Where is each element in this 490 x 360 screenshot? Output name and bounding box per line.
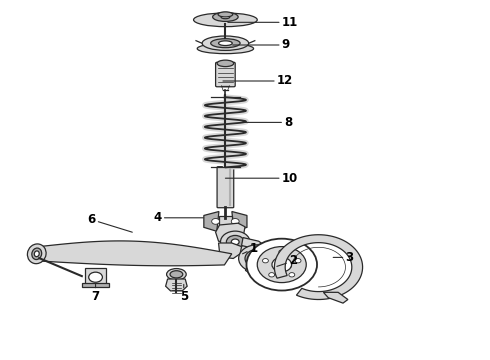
Bar bbox=[85, 268, 106, 285]
Text: 11: 11 bbox=[228, 16, 298, 29]
Polygon shape bbox=[204, 211, 219, 231]
Text: 7: 7 bbox=[92, 284, 99, 303]
Text: 6: 6 bbox=[87, 213, 132, 232]
Circle shape bbox=[263, 258, 269, 263]
Ellipse shape bbox=[219, 41, 232, 45]
Ellipse shape bbox=[221, 15, 230, 19]
Polygon shape bbox=[232, 211, 247, 231]
Ellipse shape bbox=[197, 44, 254, 54]
Circle shape bbox=[231, 219, 239, 224]
Circle shape bbox=[289, 273, 295, 277]
Polygon shape bbox=[242, 238, 266, 250]
Ellipse shape bbox=[211, 39, 240, 48]
Circle shape bbox=[257, 247, 306, 283]
Circle shape bbox=[251, 254, 263, 263]
Text: 3: 3 bbox=[333, 251, 354, 264]
Polygon shape bbox=[39, 241, 232, 266]
Circle shape bbox=[279, 250, 285, 254]
Bar bbox=[219, 216, 232, 226]
Ellipse shape bbox=[170, 271, 183, 278]
Circle shape bbox=[295, 258, 301, 263]
Circle shape bbox=[269, 273, 274, 277]
Ellipse shape bbox=[27, 244, 46, 264]
Text: 8: 8 bbox=[243, 116, 293, 129]
Circle shape bbox=[272, 257, 292, 272]
FancyBboxPatch shape bbox=[217, 167, 234, 208]
Ellipse shape bbox=[167, 269, 186, 280]
Ellipse shape bbox=[194, 13, 257, 27]
Circle shape bbox=[246, 239, 317, 291]
Text: 9: 9 bbox=[233, 39, 290, 51]
Circle shape bbox=[226, 235, 244, 248]
Circle shape bbox=[220, 231, 250, 253]
Circle shape bbox=[89, 272, 102, 282]
Ellipse shape bbox=[218, 12, 233, 17]
Text: 10: 10 bbox=[225, 172, 298, 185]
Polygon shape bbox=[219, 243, 242, 258]
Circle shape bbox=[231, 239, 239, 245]
Ellipse shape bbox=[202, 36, 249, 50]
Polygon shape bbox=[166, 279, 187, 291]
Ellipse shape bbox=[213, 12, 238, 22]
Bar bbox=[82, 283, 109, 287]
FancyBboxPatch shape bbox=[216, 62, 235, 87]
Ellipse shape bbox=[34, 251, 39, 257]
Text: 5: 5 bbox=[180, 284, 188, 303]
Circle shape bbox=[245, 249, 270, 267]
Polygon shape bbox=[216, 223, 245, 243]
Circle shape bbox=[239, 245, 276, 272]
Text: 12: 12 bbox=[223, 75, 293, 87]
Text: 1: 1 bbox=[243, 242, 258, 255]
Text: 4: 4 bbox=[153, 211, 203, 224]
Ellipse shape bbox=[245, 267, 269, 273]
Ellipse shape bbox=[217, 60, 234, 67]
Circle shape bbox=[212, 219, 220, 224]
Text: 2: 2 bbox=[277, 255, 297, 267]
Polygon shape bbox=[274, 235, 363, 300]
Ellipse shape bbox=[32, 248, 42, 260]
Polygon shape bbox=[323, 292, 348, 303]
